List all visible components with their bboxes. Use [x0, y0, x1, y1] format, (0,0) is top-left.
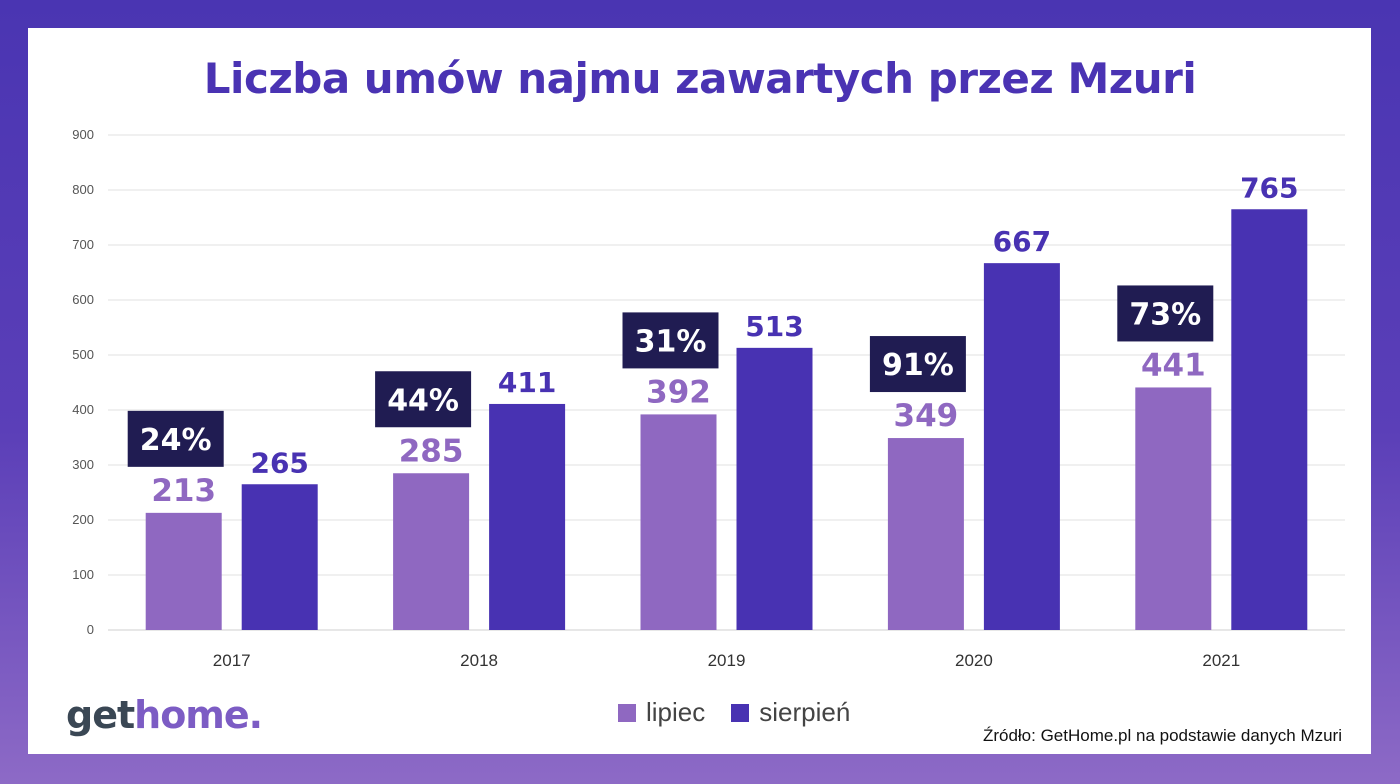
- y-tick-label: 700: [72, 237, 94, 252]
- bar-sierpien: [1231, 209, 1308, 630]
- growth-label: 24%: [140, 423, 212, 458]
- gethome-logo: gethome.: [66, 693, 263, 737]
- x-tick-label: 2018: [460, 651, 498, 670]
- growth-label: 31%: [635, 324, 707, 359]
- growth-box: [869, 336, 966, 393]
- y-tick-label: 500: [72, 347, 94, 362]
- y-tick-label: 900: [72, 127, 94, 142]
- growth-box: [127, 410, 224, 467]
- source-note: Źródło: GetHome.pl na podstawie danych M…: [982, 726, 1342, 745]
- bar-lipiec: [1135, 387, 1212, 630]
- legend-item-lipiec: lipiec: [618, 697, 705, 728]
- legend-swatch-lipiec: [618, 703, 636, 722]
- growth-box: [1117, 285, 1214, 342]
- y-tick-label: 0: [87, 622, 94, 637]
- bar-lipiec: [640, 414, 717, 630]
- bar-lipiec: [393, 473, 470, 630]
- x-tick-label: 2021: [1202, 651, 1240, 670]
- growth-box: [622, 312, 719, 369]
- data-label-sierpien: 265: [250, 446, 308, 479]
- legend-label-sierpien: sierpień: [759, 697, 851, 727]
- chart-title: Liczba umów najmu zawartych przez Mzuri: [203, 54, 1197, 103]
- growth-box: [375, 371, 472, 428]
- bar-sierpien: [983, 263, 1060, 630]
- bar-lipiec: [145, 512, 222, 630]
- bar-sierpien: [736, 347, 813, 630]
- data-label-sierpien: 411: [498, 366, 556, 399]
- logo-part-home: home.: [134, 693, 263, 737]
- bar-lipiec: [887, 438, 964, 630]
- y-tick-label: 300: [72, 457, 94, 472]
- y-tick-label: 400: [72, 402, 94, 417]
- data-label-lipiec: 392: [646, 374, 711, 410]
- data-label-sierpien: 667: [993, 225, 1051, 258]
- growth-label: 44%: [387, 383, 459, 418]
- data-label-lipiec: 213: [151, 473, 216, 509]
- x-tick-label: 2017: [213, 651, 251, 670]
- bar-sierpien: [489, 403, 566, 630]
- legend-label-lipiec: lipiec: [646, 697, 706, 727]
- legend-swatch-sierpien: [731, 703, 750, 722]
- legend: lipiec sierpień: [618, 697, 876, 728]
- y-tick-label: 600: [72, 292, 94, 307]
- data-label-sierpien: 513: [745, 310, 803, 343]
- data-label-sierpien: 765: [1240, 171, 1298, 204]
- x-tick-label: 2019: [708, 651, 746, 670]
- data-label-lipiec: 441: [1141, 347, 1206, 383]
- x-tick-label: 2020: [955, 651, 993, 670]
- data-label-lipiec: 285: [399, 433, 464, 469]
- y-tick-label: 200: [72, 512, 94, 527]
- y-tick-label: 800: [72, 182, 94, 197]
- growth-label: 73%: [1129, 297, 1201, 332]
- bar-sierpien: [241, 484, 318, 630]
- data-label-lipiec: 349: [894, 398, 959, 434]
- y-tick-label: 100: [72, 567, 94, 582]
- legend-item-sierpien: sierpień: [731, 697, 850, 728]
- growth-label: 91%: [882, 348, 954, 383]
- logo-part-get: get: [66, 693, 135, 737]
